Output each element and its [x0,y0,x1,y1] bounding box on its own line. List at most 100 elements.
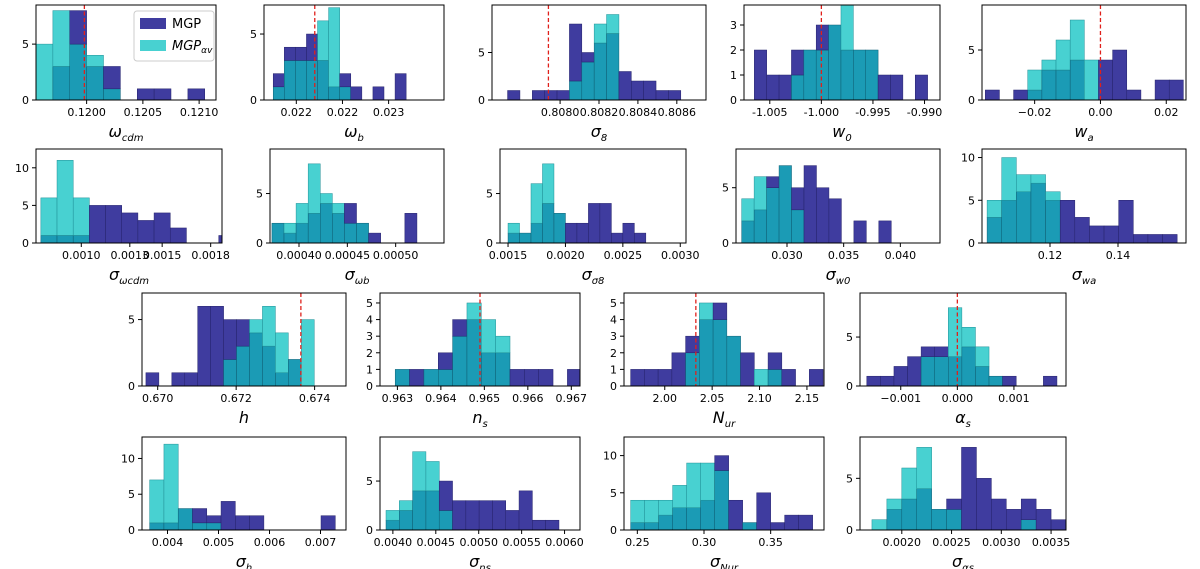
bar-mgp-alpha-6 [948,307,963,357]
bar-mgp-alpha-6 [481,319,496,354]
bar-mgp-12 [655,90,669,100]
bars [149,443,336,530]
y-tick-label: 5 [610,487,617,500]
bar-mgp-alpha-4 [686,462,701,508]
bar-mgp-9 [372,86,385,100]
bar-mgp-alpha-1 [644,499,659,523]
bar-mgp-alpha-0 [385,510,400,521]
bar-overlap-2 [658,514,673,530]
bar-overlap-4 [452,335,468,386]
bar-overlap-0 [986,217,1002,243]
bar-overlap-2 [766,187,780,243]
x-tick-label: 0.674 [299,392,331,405]
bars [40,160,222,243]
bar-mgp-6 [344,203,357,224]
bar-overlap-0 [630,522,645,530]
bar-overlap-1 [753,209,767,243]
x-tick-label: 0.0055 [502,536,541,549]
axes-frame [623,292,825,387]
y-tick-label: 2 [610,347,617,360]
bar-mgp-alpha-3 [542,163,555,204]
bar-mgp-13 [668,90,682,100]
bar-mgp-3 [192,508,208,524]
bar-mgp-1 [409,369,425,386]
bar-mgp-alpha-4 [1045,191,1061,201]
bar-mgp-alpha-8 [975,346,990,367]
bars [272,7,407,100]
y-tick-label: 0 [610,524,617,537]
bar-overlap-1 [644,522,659,530]
panel-sigma_h: 0.004 0.005 0.006 0.007 0 5 10 σh [121,436,347,569]
bar-overlap-7 [593,42,607,100]
bar-mgp-12 [320,515,336,530]
bar-overlap-10 [275,372,289,386]
bar-mgp-11 [1147,234,1163,243]
bar-overlap-5 [934,356,949,386]
bar-mgp-2 [766,176,780,188]
bar-overlap-4 [791,209,805,243]
y-tick-label: 3 [610,330,617,343]
bar-mgp-4 [920,346,935,357]
bar-overlap-4 [931,509,947,530]
x-axis-label: σαs [952,552,974,569]
bar-mgp-alpha-1 [886,498,903,510]
bar-mgp-alpha-1 [753,176,767,211]
bar-mgp-alpha-5 [699,302,714,320]
bar-mgp-3 [89,205,106,243]
y-tick-label: 0 [250,94,257,107]
bar-mgp-alpha-5 [1055,39,1071,71]
panel-sigma_w_0: 0.030 0.035 0.040 0 5 σw0 [722,148,941,287]
x-tick-label: 0.12 [1038,249,1063,262]
bar-overlap-2 [530,222,543,243]
bar-overlap-3 [916,488,932,530]
axes-frame [379,436,581,531]
x-tick-label: 0.14 [1106,249,1131,262]
legend: MGP MGPαv [133,10,215,62]
bar-mgp-alpha-4 [320,193,333,204]
x-tick-label: 0.005 [203,536,235,549]
bars [507,14,682,100]
bar-overlap-8 [853,49,866,100]
bar-mgp-2 [657,369,673,386]
bar-mgp-11 [532,519,546,530]
bar-mgp-6 [712,302,728,320]
bar-mgp-11 [784,514,799,530]
y-tick-label: 0 [968,94,975,107]
panel-sigma_alpha_s: 0.0020 0.0025 0.0030 0.0035 0 5 σαs [846,436,1070,569]
panel-N_ur: 2.00 2.05 2.10 2.15 0 1 2 3 4 5 Nur [610,292,825,430]
x-tick-label: 2.00 [653,392,678,405]
bar-overlap-8 [742,522,757,530]
bar-mgp-alpha-2 [72,197,90,236]
bar-mgp-6 [581,52,595,63]
bar-mgp-3 [438,352,453,370]
bar-mgp-alpha-1 [56,160,74,236]
bars [385,451,560,530]
bar-mgp-alpha-0 [986,200,1002,218]
bar-overlap-8 [249,332,263,386]
x-tick-label: 0.25 [625,536,650,549]
x-axis-label: h [239,408,249,427]
bar-mgp-alpha-1 [52,10,70,67]
x-tick-label: 0.00 [1088,106,1113,119]
x-tick-label: -1.005 [752,106,787,119]
x-axis-label: σwa [1072,265,1096,287]
y-tick-label: 5 [256,188,263,201]
y-tick-label: 3 [366,330,373,343]
bar-mgp-6 [223,319,237,360]
x-axis-label: σw0 [826,265,851,287]
y-tick-label: 5 [128,314,135,327]
y-tick-label: 1 [610,363,617,376]
bar-mgp-alpha-0 [871,519,888,530]
bar-mgp-2 [171,372,186,386]
bar-overlap-6 [581,61,595,100]
bar-mgp-5 [934,346,949,357]
bar-mgp-8 [492,500,507,530]
bar-overlap-1 [1001,200,1017,243]
bar-mgp-11 [394,73,407,100]
y-tick-label: 5 [968,44,975,57]
bar-overlap-6 [481,352,496,386]
bar-mgp-3 [907,356,922,386]
bar-mgp-alpha-7 [961,327,976,348]
bar-mgp-10 [538,369,554,386]
